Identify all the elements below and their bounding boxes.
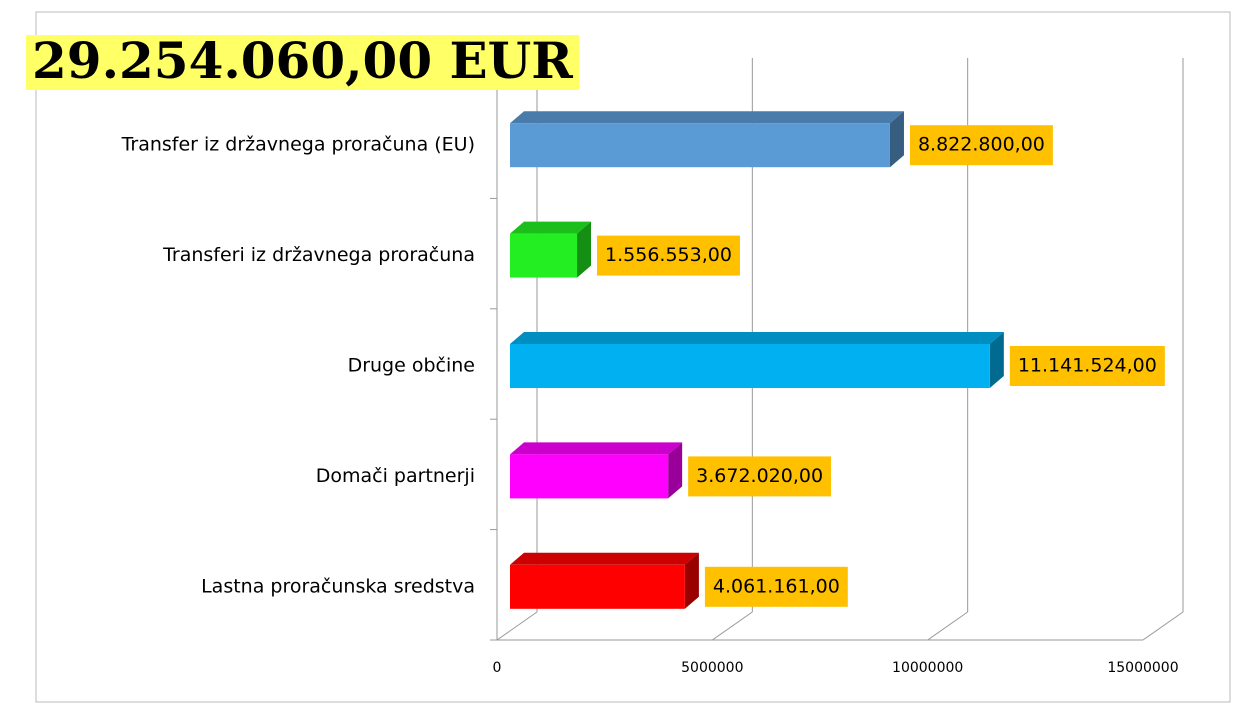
bar-side (989, 332, 1004, 388)
bar-side (684, 552, 699, 609)
value-label-background (704, 566, 848, 607)
bar (510, 344, 990, 388)
value-label: 8.822.800,00 (918, 134, 1045, 156)
bar (510, 454, 669, 499)
x-tick-label: 0 (493, 660, 502, 676)
value-label-background (688, 456, 832, 497)
grid-line (712, 611, 753, 641)
x-tick-label: 5000000 (681, 660, 743, 676)
value-label-background (597, 235, 740, 276)
value-label: 4.061.161,00 (713, 575, 840, 597)
value-label: 1.556.553,00 (605, 244, 732, 266)
category-label: Domači partnerji (316, 465, 475, 487)
bar-side (577, 221, 592, 278)
bar (510, 233, 578, 278)
category-label: Lastna proračunska sredstva (201, 575, 475, 597)
category-label: Transfer iz državnega proračuna (EU) (121, 134, 475, 156)
value-label: 3.672.020,00 (696, 465, 823, 487)
category-label: Transferi iz državnega proračuna (162, 244, 475, 266)
bar-top (510, 332, 1004, 344)
chart-title: 29.254.060,00 EUR (32, 31, 573, 90)
grid-line (927, 611, 968, 641)
value-label-background (909, 125, 1053, 166)
x-tick-label: 15000000 (1107, 660, 1178, 676)
bar (510, 564, 685, 609)
chart-frame (35, 11, 1231, 703)
title-background (26, 35, 580, 90)
bar-top (510, 442, 683, 455)
bar-side (668, 442, 683, 499)
category-label: Druge občine (348, 355, 475, 377)
bar-top (510, 111, 904, 124)
bar-top (510, 552, 699, 565)
bar (510, 123, 890, 168)
x-tick-label: 10000000 (892, 660, 963, 676)
bar-side (889, 111, 904, 168)
grid-line (496, 611, 538, 641)
bar-top (510, 221, 592, 234)
grid-line (1142, 611, 1184, 641)
value-label-background (1009, 346, 1165, 386)
value-label: 11.141.524,00 (1018, 355, 1157, 377)
